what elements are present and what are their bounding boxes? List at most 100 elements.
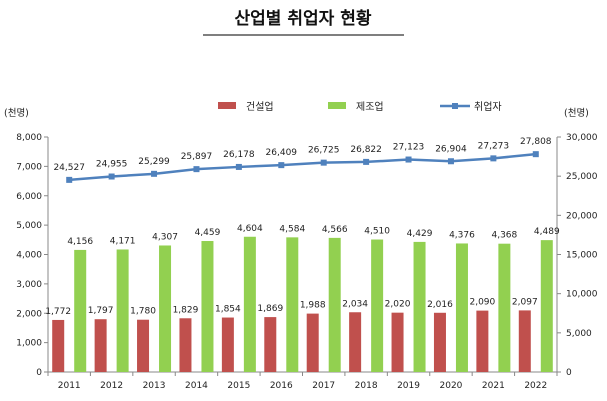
line-point (320, 159, 327, 166)
x-tick-label: 2017 (312, 381, 335, 391)
bar-제조업-2021 (498, 243, 511, 372)
bar-제조업-2020 (455, 243, 468, 372)
x-tick-label: 2011 (58, 381, 81, 391)
line-point (66, 176, 73, 183)
bar-label: 4,604 (237, 224, 263, 234)
bar-제조업-2022 (540, 240, 553, 372)
bar-label: 4,510 (364, 227, 390, 237)
bar-label: 4,584 (279, 224, 305, 234)
bar-제조업-2013 (159, 245, 172, 372)
legend-swatch (218, 102, 236, 109)
axes: 0 1,000 2,000 3,000 4,000 5,000 6,000 7,000 8,00… (16, 133, 598, 391)
line-point (405, 156, 412, 163)
line-point (235, 163, 242, 170)
bar-건설업-2017 (306, 313, 319, 372)
line-point (490, 155, 497, 162)
bar-건설업-2014 (179, 318, 192, 372)
x-tick-label: 2012 (100, 381, 123, 391)
bar-label: 2,097 (512, 297, 538, 307)
bar-label: 1,854 (215, 305, 241, 315)
left-tick-label: 3,000 (16, 280, 42, 290)
line-point (363, 158, 370, 165)
line-series (66, 151, 539, 183)
bar-label: 4,156 (67, 237, 93, 247)
line-label: 24,527 (53, 163, 85, 173)
line-label: 25,897 (181, 152, 213, 162)
right-tick-label: 10,000 (566, 290, 598, 300)
left-tick-label: 1,000 (16, 339, 42, 349)
line-point (447, 158, 454, 165)
line-point (278, 162, 285, 169)
legend-marker (452, 103, 458, 109)
line-label: 24,955 (96, 160, 128, 170)
bar-건설업-2011 (52, 319, 65, 372)
bar-label: 4,429 (407, 229, 433, 239)
right-tick-label: 15,000 (566, 251, 598, 261)
right-tick-label: 30,000 (566, 133, 598, 143)
bar-label: 4,489 (534, 227, 560, 237)
left-tick-label: 4,000 (16, 251, 42, 261)
x-tick-label: 2016 (270, 381, 293, 391)
bar-건설업-2019 (391, 312, 404, 372)
line-취업자 (69, 152, 536, 182)
line-point (108, 173, 115, 180)
bar-건설업-2016 (264, 317, 277, 372)
left-tick-label: 0 (36, 368, 42, 378)
bar-label: 2,016 (427, 300, 453, 310)
line-label: 26,822 (350, 145, 382, 155)
line-point (193, 166, 200, 173)
bar-label: 1,829 (173, 305, 199, 315)
line-label: 26,178 (223, 150, 255, 160)
bar-label: 4,171 (110, 236, 136, 246)
bar-제조업-2011 (74, 249, 87, 372)
right-tick-label: 20,000 (566, 211, 598, 221)
right-tick-label: 5,000 (566, 329, 592, 339)
chart-title: 산업별 취업자 현황 (235, 8, 372, 29)
x-tick-label: 2014 (185, 381, 208, 391)
bar-label: 2,090 (469, 298, 495, 308)
line-point (532, 151, 539, 158)
line-label: 26,725 (308, 146, 340, 156)
bar-제조업-2015 (243, 236, 256, 372)
bar-건설업-2012 (94, 319, 107, 372)
x-tick-label: 2018 (355, 381, 378, 391)
left-tick-label: 2,000 (16, 309, 42, 319)
bar-label: 4,307 (152, 232, 178, 242)
bar-제조업-2018 (371, 239, 384, 372)
legend-label: 제조업 (356, 100, 384, 113)
bar-건설업-2022 (518, 310, 531, 372)
bar-label: 1,869 (257, 304, 283, 314)
bar-label: 1,797 (88, 306, 114, 316)
line-label: 27,273 (478, 141, 510, 151)
left-tick-label: 7,000 (16, 162, 42, 172)
x-tick-label: 2015 (227, 381, 250, 391)
line-label: 26,409 (266, 148, 298, 158)
x-tick-label: 2020 (440, 381, 463, 391)
line-label: 27,123 (393, 143, 425, 153)
left-tick-label: 8,000 (16, 133, 42, 143)
bar-건설업-2020 (433, 312, 446, 372)
x-tick-label: 2022 (524, 381, 547, 391)
left-tick-label: 5,000 (16, 221, 42, 231)
bar-label: 1,772 (45, 307, 71, 317)
bar-제조업-2019 (413, 241, 426, 372)
right-axis-unit: (천명) (564, 108, 589, 119)
bar-건설업-2018 (349, 312, 362, 372)
line-label: 27,808 (520, 137, 552, 147)
bar-label: 1,988 (300, 301, 326, 311)
bar-제조업-2014 (201, 241, 214, 372)
bar-제조업-2017 (328, 237, 341, 372)
line-point (151, 170, 158, 177)
data-labels: 1,772 1,797 1,780 1,829 1,854 1,869 1,988 2,034… (45, 137, 560, 317)
right-tick-label: 0 (566, 368, 572, 378)
right-tick-label: 25,000 (566, 172, 598, 182)
line-label: 25,299 (138, 157, 170, 167)
bar-label: 4,368 (491, 231, 517, 241)
bar-제조업-2012 (116, 249, 129, 372)
left-tick-label: 6,000 (16, 192, 42, 202)
x-tick-label: 2013 (143, 381, 166, 391)
x-tick-label: 2021 (482, 381, 505, 391)
bar-건설업-2021 (476, 310, 489, 372)
bar-건설업-2015 (221, 317, 234, 372)
